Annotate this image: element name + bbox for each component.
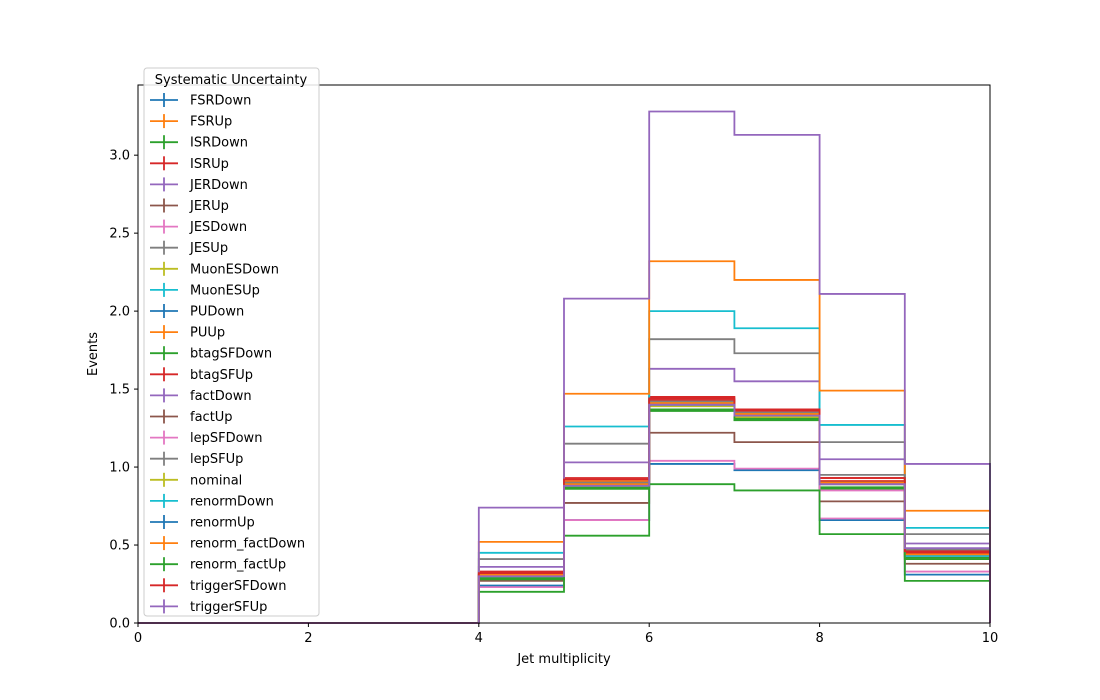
x-tick-label: 2 bbox=[304, 631, 312, 646]
legend-item-lepSFDown: lepSFDown bbox=[150, 430, 262, 446]
legend-label: JERDown bbox=[189, 178, 248, 193]
legend-item-JERUp: JERUp bbox=[150, 198, 229, 214]
y-tick-label: 0.5 bbox=[109, 539, 130, 554]
legend-item-btagSFUp: btagSFUp bbox=[150, 367, 253, 383]
legend-items: FSRDown FSRUp ISRDown ISRUp JERDown JERUp JESD… bbox=[150, 93, 305, 615]
legend: Systematic Uncertainty FSRDown FSRUp ISRDo… bbox=[143, 67, 320, 617]
legend-label: MuonESDown bbox=[190, 262, 279, 277]
legend-label: factUp bbox=[190, 410, 233, 425]
legend-label: MuonESUp bbox=[190, 283, 260, 298]
legend-label: ISRUp bbox=[190, 157, 229, 172]
x-tick-label: 6 bbox=[645, 631, 653, 646]
legend-item-triggerSFDown: triggerSFDown bbox=[150, 578, 286, 594]
legend-item-MuonESUp: MuonESUp bbox=[150, 282, 260, 298]
legend-label: JERUp bbox=[189, 199, 229, 214]
legend-item-PUUp: PUUp bbox=[150, 325, 225, 341]
legend-item-nominal: nominal bbox=[150, 472, 242, 488]
legend-label: renorm_factDown bbox=[190, 537, 305, 552]
legend-label: FSRUp bbox=[190, 115, 232, 130]
legend-item-factUp: factUp bbox=[150, 409, 233, 425]
legend-item-FSRUp: FSRUp bbox=[150, 114, 232, 130]
legend-label: renorm_factUp bbox=[190, 558, 286, 573]
legend-item-JESDown: JESDown bbox=[150, 219, 247, 235]
legend-item-PUDown: PUDown bbox=[150, 304, 244, 320]
y-tick-label: 1.0 bbox=[109, 461, 130, 476]
legend-label: JESDown bbox=[189, 220, 247, 235]
legend-item-renorm_factUp: renorm_factUp bbox=[150, 557, 286, 573]
legend-item-FSRDown: FSRDown bbox=[150, 93, 251, 109]
legend-label: triggerSFUp bbox=[190, 600, 267, 615]
legend-item-triggerSFUp: triggerSFUp bbox=[150, 599, 267, 615]
legend-item-renormUp: renormUp bbox=[150, 515, 255, 531]
plot-frame bbox=[137, 84, 991, 624]
legend-item-MuonESDown: MuonESDown bbox=[150, 261, 279, 277]
x-axis-label: Jet multiplicity bbox=[516, 652, 611, 667]
legend-label: lepSFDown bbox=[190, 431, 262, 446]
y-tick-label: 2.5 bbox=[109, 227, 130, 242]
y-axis-label: Events bbox=[86, 332, 101, 376]
legend-label: btagSFDown bbox=[190, 347, 272, 362]
legend-label: ISRDown bbox=[190, 136, 248, 151]
legend-item-lepSFUp: lepSFUp bbox=[150, 451, 243, 467]
y-tick-label: 3.0 bbox=[109, 149, 130, 164]
legend-label: triggerSFDown bbox=[190, 579, 286, 594]
legend-item-btagSFDown: btagSFDown bbox=[150, 346, 272, 362]
legend-item-JESUp: JESUp bbox=[150, 240, 228, 256]
y-tick-label: 2.0 bbox=[109, 305, 130, 320]
legend-label: btagSFUp bbox=[190, 368, 253, 383]
legend-label: renormDown bbox=[190, 494, 274, 509]
x-tick-label: 8 bbox=[815, 631, 823, 646]
legend-label: lepSFUp bbox=[190, 452, 243, 467]
y-tick-label: 0.0 bbox=[109, 617, 130, 632]
legend-box bbox=[143, 67, 320, 617]
x-tick-label: 10 bbox=[982, 631, 999, 646]
legend-item-JERDown: JERDown bbox=[150, 177, 248, 193]
legend-label: factDown bbox=[190, 389, 252, 404]
legend-label: PUUp bbox=[190, 326, 225, 341]
x-tick-label: 0 bbox=[134, 631, 142, 646]
legend-item-renormDown: renormDown bbox=[150, 493, 274, 509]
legend-label: nominal bbox=[190, 473, 242, 488]
legend-label: renormUp bbox=[190, 516, 255, 531]
legend-item-ISRUp: ISRUp bbox=[150, 156, 229, 172]
legend-label: FSRDown bbox=[190, 94, 251, 109]
legend-label: PUDown bbox=[190, 305, 244, 320]
legend-label: JESUp bbox=[189, 241, 228, 256]
x-tick-label: 4 bbox=[475, 631, 483, 646]
y-axis: 0.0 0.5 1.0 1.5 2.0 2.5 3.0 bbox=[109, 149, 138, 632]
y-tick-label: 1.5 bbox=[109, 383, 130, 398]
legend-item-renorm_factDown: renorm_factDown bbox=[150, 536, 305, 552]
x-axis: 0 2 4 6 8 10 bbox=[134, 623, 998, 646]
legend-item-ISRDown: ISRDown bbox=[150, 135, 248, 151]
legend-title: Systematic Uncertainty bbox=[155, 73, 308, 88]
legend-item-factDown: factDown bbox=[150, 388, 252, 404]
